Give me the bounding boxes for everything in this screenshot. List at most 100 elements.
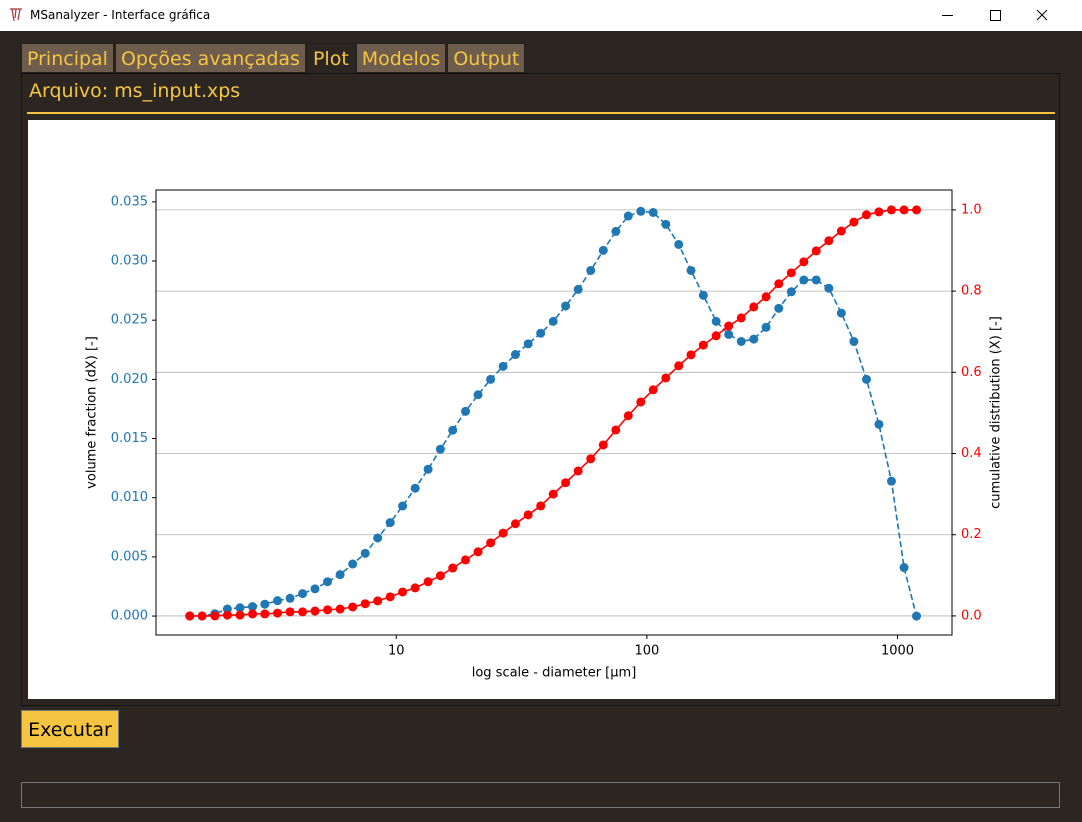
x-tick-label: 10 [388, 644, 405, 659]
data-point [586, 454, 596, 464]
data-point [536, 328, 546, 338]
data-point [298, 589, 308, 599]
data-point [611, 425, 621, 435]
data-point [523, 339, 533, 349]
data-point [536, 501, 546, 511]
y-axis-label: volume fraction (dX) [-] [85, 336, 100, 489]
data-point [724, 329, 734, 339]
data-point [335, 604, 345, 614]
data-point [836, 308, 846, 318]
data-point [598, 440, 608, 450]
close-button[interactable] [1036, 9, 1048, 21]
data-point [548, 316, 558, 326]
data-point [348, 559, 358, 569]
data-point [273, 596, 283, 606]
y-tick-label: 0.020 [111, 372, 148, 387]
tab[interactable]: Principal [21, 43, 114, 73]
data-point [736, 313, 746, 323]
tab[interactable]: Opções avançadas [114, 43, 306, 73]
data-point [248, 602, 258, 612]
data-point [561, 301, 571, 311]
maximize-button[interactable] [990, 10, 1001, 21]
y2-axis-label: cumulative distribution (X) [-] [989, 316, 1004, 509]
data-point [410, 583, 420, 593]
tab[interactable]: Modelos [355, 43, 447, 73]
data-point [222, 610, 232, 620]
data-point [861, 210, 871, 220]
file-label: Arquivo: ms_input.xps [29, 80, 241, 102]
tab[interactable]: Output [447, 43, 526, 73]
data-point [461, 406, 471, 416]
data-point [598, 245, 608, 255]
data-point [686, 350, 696, 360]
data-point [435, 444, 445, 454]
data-point [448, 425, 458, 435]
data-point [786, 268, 796, 278]
y2-tick-label: 0.0 [961, 608, 982, 623]
data-point [285, 593, 295, 603]
tab[interactable]: Plot [306, 43, 355, 73]
data-point [874, 419, 884, 429]
y-tick-label: 0.035 [111, 194, 148, 209]
data-point [811, 275, 821, 285]
data-point [273, 608, 283, 618]
data-point [623, 411, 633, 421]
data-point [611, 226, 621, 236]
data-point [486, 374, 496, 384]
data-point [886, 476, 896, 486]
data-point [636, 206, 646, 216]
data-point [185, 611, 195, 621]
series-line [189, 209, 917, 617]
separator [27, 112, 1055, 114]
data-point [398, 501, 408, 511]
data-point [786, 287, 796, 297]
data-point [874, 207, 884, 217]
data-point [824, 236, 834, 246]
data-point [323, 605, 333, 615]
data-point [486, 538, 496, 548]
data-point [310, 584, 320, 594]
data-point [849, 336, 859, 346]
data-point [385, 518, 395, 528]
data-point [899, 205, 909, 215]
y-tick-label: 0.025 [111, 313, 148, 328]
data-point [548, 489, 558, 499]
y-tick-label: 0.000 [111, 609, 148, 624]
data-point [849, 217, 859, 227]
x-tick-label: 1000 [881, 644, 914, 659]
data-point [749, 302, 759, 312]
data-point [761, 322, 771, 332]
data-point [674, 239, 684, 249]
data-point [836, 226, 846, 236]
tab-bar: Principal Opções avançadas Plot Modelos Outp… [21, 43, 526, 73]
data-point [410, 483, 420, 493]
data-point [774, 279, 784, 289]
data-point [824, 283, 834, 293]
data-point [861, 374, 871, 384]
run-button[interactable]: Executar [21, 710, 119, 748]
data-point [373, 596, 383, 606]
data-point [310, 606, 320, 616]
data-point [636, 397, 646, 407]
data-point [323, 577, 333, 587]
data-point [561, 478, 571, 488]
data-point [473, 390, 483, 400]
y2-tick-label: 0.6 [961, 365, 982, 380]
data-point [448, 563, 458, 573]
data-point [510, 519, 520, 529]
data-point [648, 207, 658, 217]
chart: 0.0000.0050.0100.0150.0200.0250.0300.035… [85, 189, 1004, 681]
data-point [799, 257, 809, 267]
y-tick-label: 0.005 [111, 549, 148, 564]
data-point [711, 316, 721, 326]
data-point [197, 611, 207, 621]
data-point [385, 592, 395, 602]
data-point [661, 219, 671, 229]
y2-tick-label: 0.8 [961, 284, 982, 299]
data-point [811, 246, 821, 256]
data-point [774, 303, 784, 313]
plot-area: 0.000 0.005 0.010 0.015 0.020 0.025 0.030 0.035… [28, 120, 1055, 699]
data-point [749, 334, 759, 344]
data-point [335, 570, 345, 580]
data-point [724, 321, 734, 331]
